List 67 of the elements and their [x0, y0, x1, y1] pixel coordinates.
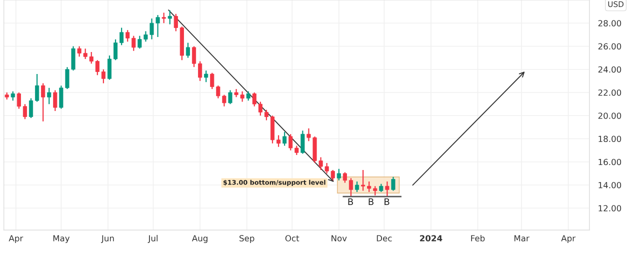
x-tick-label: Jun [101, 235, 114, 243]
candlestick [168, 10, 172, 25]
annotation: B [384, 198, 390, 205]
candlestick [53, 90, 58, 112]
candlestick [101, 68, 106, 84]
y-tick-label: 16.00 [598, 158, 622, 166]
candlestick [391, 176, 396, 192]
y-tick-label: 28.00 [598, 20, 622, 26]
candlestick [246, 90, 250, 102]
x-tick-label: Apr [8, 235, 24, 244]
candlestick [361, 169, 366, 192]
y-tick-label: 18.00 [598, 136, 622, 142]
candlestick [41, 82, 46, 122]
candlestick [10, 90, 15, 102]
candlestick [270, 115, 275, 144]
x-tick-label: Apr [561, 235, 576, 244]
candlestick [373, 186, 378, 196]
candlestick [354, 180, 360, 192]
x-tick-label: Aug [192, 235, 208, 244]
x-tick-label: Nov [332, 235, 347, 242]
candlestick [252, 92, 256, 107]
candlestick [385, 180, 390, 198]
x-tick-label: Oct [285, 235, 300, 242]
candlestick [22, 104, 27, 120]
candlestick [276, 134, 281, 148]
y-tick-label: 24.00 [598, 66, 622, 73]
candlestick [192, 46, 196, 68]
candlestick [336, 168, 341, 181]
y-tick-label: 22.00 [598, 89, 622, 96]
x-tick-label: Dec [376, 235, 392, 242]
candlestick [28, 98, 34, 118]
candlestick [132, 35, 136, 52]
candlestick [35, 73, 40, 102]
candlestick [288, 134, 293, 151]
candlestick [300, 130, 305, 154]
annotation: B [368, 198, 374, 205]
candlestick [107, 54, 112, 80]
candlestick [348, 178, 353, 198]
candlestick [264, 109, 268, 121]
candlestick [120, 27, 124, 46]
annotation: B [348, 198, 353, 205]
x-tick-label: Jul [148, 234, 158, 243]
x-tick-label: May [53, 235, 70, 244]
candlestick [114, 38, 118, 61]
candlestick [282, 131, 287, 146]
candlestick [47, 87, 52, 105]
candlestick [126, 30, 130, 42]
candlestick [228, 90, 232, 105]
candlestick [258, 101, 262, 116]
candlestick [174, 13, 178, 32]
x-tick-label: Mar [514, 235, 530, 242]
x-tick-label: 2024 [420, 235, 442, 242]
candlestick [162, 12, 166, 24]
candlestick [16, 92, 21, 110]
y-tick-label: 20.00 [598, 112, 622, 119]
y-tick-label: 12.00 [598, 205, 622, 212]
candlestick [186, 42, 190, 58]
x-tick-label: Feb [471, 234, 485, 242]
candlestick [95, 60, 100, 76]
y-tick-label: 26.00 [598, 43, 622, 50]
candlestick [367, 180, 372, 192]
y-tick-label: 14.00 [598, 182, 622, 188]
candlestick [198, 60, 202, 82]
candlestick [294, 145, 299, 156]
candlestick [342, 172, 347, 184]
x-tick-label: Sep [240, 235, 254, 244]
candlestick [204, 70, 208, 83]
